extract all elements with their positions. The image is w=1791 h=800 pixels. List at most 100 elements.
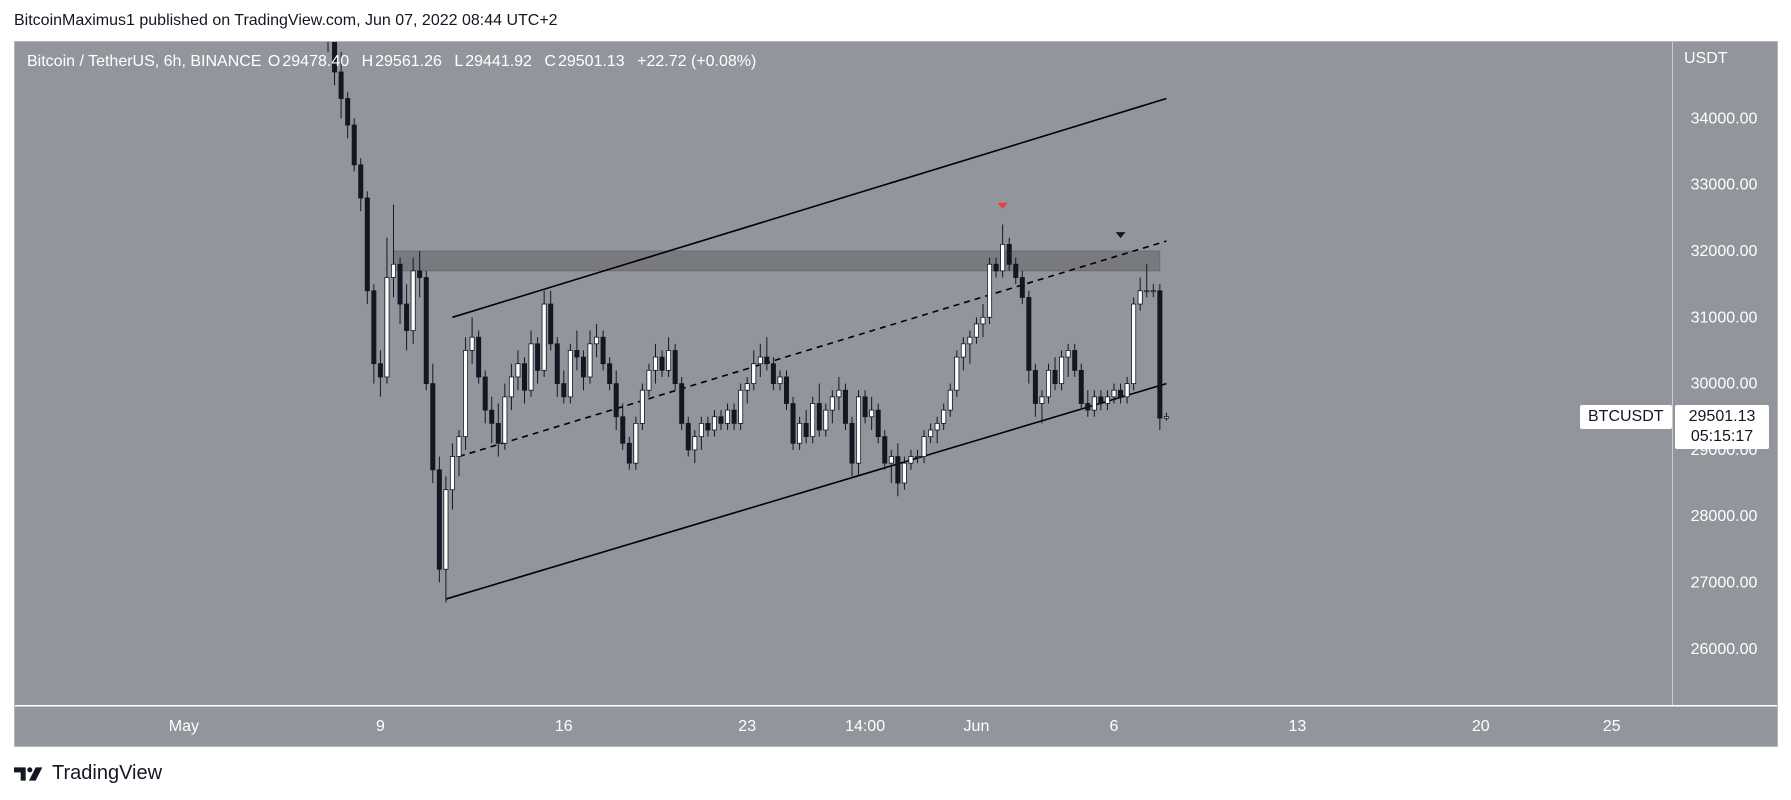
price-axis[interactable] [1672,42,1777,705]
candle [1137,277,1143,311]
candle [764,337,770,371]
symbol-label[interactable]: Bitcoin / TetherUS, 6h, BINANCE [27,53,262,70]
candle [620,403,626,450]
candle [535,337,541,384]
candle [882,430,888,470]
trendline-layer [445,97,1167,600]
candle [1078,363,1084,411]
candle [561,370,567,404]
candle [954,350,960,397]
candle [960,337,966,371]
tradingview-logo-icon [14,766,43,781]
price-tick-label: 34000.00 [1691,110,1758,127]
candle [1032,363,1038,417]
candle [417,251,423,298]
candle [390,204,396,298]
candle [327,42,329,53]
candle [541,290,547,377]
candle [731,403,737,431]
candle [770,357,776,391]
candle [1104,390,1110,411]
change-value: +22.72 (+0.08%) [637,53,757,70]
candle [692,430,698,464]
candle [384,237,390,384]
candle [1150,284,1156,298]
candle [1046,363,1052,404]
candle [377,350,383,397]
time-tick-label: May [169,718,199,735]
trendline-upper [452,97,1167,319]
resistance-zone-layer [393,250,1161,272]
close-value: 29501.13 [557,53,625,70]
candle [567,343,573,404]
candle [1019,270,1025,305]
candle [639,383,645,431]
candle [364,191,370,305]
candle [842,383,848,431]
marker-layer [997,202,1126,239]
time-axis[interactable] [15,706,1777,746]
candle [600,330,606,371]
candle [1059,350,1065,391]
candle [1118,383,1124,404]
footer-brand[interactable]: TradingView [52,762,163,784]
candle [888,449,894,484]
candle [607,357,613,391]
candle [993,257,999,278]
open-label: O [267,53,281,70]
candle [1163,412,1169,421]
candle [1098,390,1104,411]
candle [980,304,986,338]
candle [849,416,855,477]
candle [1091,390,1097,417]
candle [862,390,868,424]
candle [751,350,757,391]
time-tick-label: 20 [1472,718,1490,735]
last-price-symbol: BTCUSDT [1580,404,1672,429]
candle [666,337,672,377]
candle [1006,237,1012,271]
candle [404,284,410,351]
candle [744,376,750,404]
candle [489,396,495,444]
candle [482,370,488,424]
candle [463,337,469,450]
candle [345,91,351,139]
candle [803,410,809,444]
candle [580,350,586,391]
trendline-lower [445,382,1167,600]
candle [574,330,580,371]
candle [548,290,554,351]
candle [338,52,344,119]
candle [430,363,436,484]
time-tick-label: 14:00 [845,718,885,735]
last-price-value: 29501.13 [1688,407,1756,425]
candle [522,357,528,404]
candle [928,423,934,444]
candle [613,370,619,431]
candle [757,343,763,377]
candle [901,456,907,490]
candle [1111,383,1117,404]
low-value: 29441.92 [465,53,532,70]
candle [908,449,914,470]
arrow-marker-icon [1115,232,1126,239]
candle [502,383,508,450]
currency-label: USDT [1684,50,1728,67]
high-value: 29561.26 [375,53,442,70]
candle [1131,297,1137,391]
time-tick-label: 16 [555,718,573,735]
candle [895,443,901,497]
candle [594,323,600,358]
candle [443,476,449,603]
candle [869,396,875,431]
candle [1026,290,1032,384]
candle [371,284,377,384]
price-tick-label: 32000.00 [1691,243,1758,260]
candle [659,350,665,377]
plot-area[interactable] [15,42,1672,705]
candle [1000,224,1006,278]
candle [790,396,796,450]
candle [915,449,921,464]
